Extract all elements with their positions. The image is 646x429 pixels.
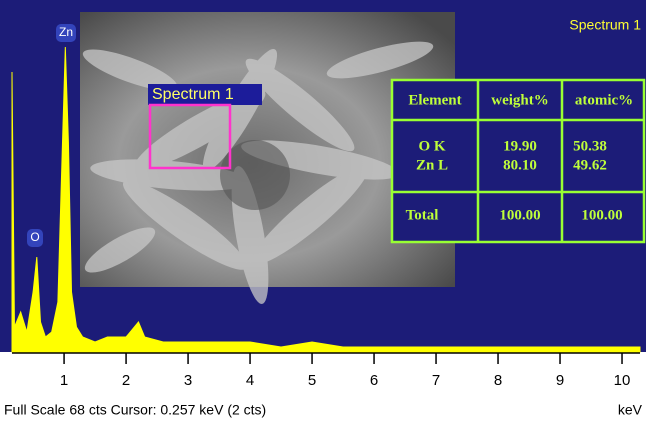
table-cell: Zn L [416, 157, 448, 173]
result-table: Element weight% atomic% O K 19.90 50.38 … [392, 80, 644, 242]
chart: Spectrum 1 Element weight% atomic% O K 1… [0, 0, 646, 424]
peak-label: O [30, 230, 39, 244]
x-tick-label: 2 [122, 372, 130, 389]
footer: Full Scale 68 cts Cursor: 0.257 keV (2 c… [4, 402, 266, 418]
table-total: 100.00 [581, 207, 622, 223]
x-axis-label: keV [618, 402, 643, 418]
table-header: atomic% [575, 92, 633, 108]
x-tick-label: 3 [184, 372, 192, 389]
x-tick-label: 10 [614, 372, 631, 389]
table-cell: 80.10 [503, 157, 537, 173]
table-cell: 50.38 [573, 138, 607, 154]
table-total: 100.00 [499, 207, 540, 223]
table-cell: O K [418, 138, 445, 154]
table-header: weight% [491, 92, 549, 108]
peak-label: Zn [59, 25, 73, 39]
page: Spectrum 1 Element weight% atomic% O K 1… [0, 0, 646, 429]
table-total: Total [406, 207, 439, 223]
table-header: Element [408, 92, 461, 108]
inset-label: Spectrum 1 [152, 86, 234, 103]
x-tick-label: 5 [308, 372, 316, 389]
x-tick-label: 6 [370, 372, 378, 389]
x-tick-label: 9 [556, 372, 564, 389]
x-tick-label: 7 [432, 372, 440, 389]
x-tick-label: 8 [494, 372, 502, 389]
table-cell: 49.62 [573, 157, 607, 173]
chart-title: Spectrum 1 [569, 17, 641, 33]
table-cell: 19.90 [503, 138, 537, 154]
x-tick-label: 4 [246, 372, 254, 389]
x-tick-label: 1 [60, 372, 68, 389]
